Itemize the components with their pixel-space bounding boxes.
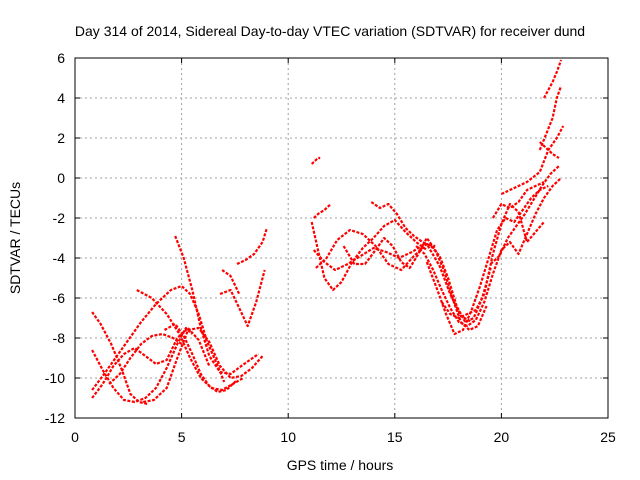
plot-frame bbox=[74, 57, 609, 419]
data-series-16 bbox=[312, 242, 436, 272]
chart-title: Day 314 of 2014, Sidereal Day-to-day VTE… bbox=[75, 23, 585, 39]
x-tick-label: 25 bbox=[600, 429, 616, 445]
data-series-7 bbox=[163, 322, 238, 394]
data-series-20 bbox=[415, 177, 562, 328]
data-series-23 bbox=[491, 181, 545, 219]
y-tick-label: 2 bbox=[57, 130, 65, 146]
x-tick-label: 5 bbox=[178, 429, 186, 445]
y-axis-label: SDTVAR / TECUs bbox=[7, 182, 23, 294]
y-tick-label: 0 bbox=[57, 170, 65, 186]
x-tick-label: 20 bbox=[494, 429, 510, 445]
x-tick-label: 10 bbox=[280, 429, 296, 445]
y-tick-label: 6 bbox=[57, 50, 65, 66]
data-series-14 bbox=[313, 203, 332, 219]
y-tick-label: -4 bbox=[53, 250, 66, 266]
data-series-28 bbox=[543, 59, 563, 99]
y-tick-label: -2 bbox=[53, 210, 66, 226]
data-series-6 bbox=[142, 326, 264, 404]
y-tick-label: -10 bbox=[45, 370, 65, 386]
y-tick-label: -6 bbox=[53, 290, 66, 306]
data-series-10 bbox=[219, 269, 266, 328]
data-series-17 bbox=[315, 228, 473, 323]
data-series-25 bbox=[500, 125, 565, 195]
data-series-18 bbox=[342, 236, 488, 332]
y-tick-label: 4 bbox=[57, 90, 65, 106]
data-series-2 bbox=[91, 284, 226, 391]
y-tick-label: -8 bbox=[53, 330, 66, 346]
x-axis: 0 5 10 15 20 25 bbox=[71, 58, 616, 445]
data-series-21 bbox=[425, 185, 549, 336]
data-series-13 bbox=[310, 156, 321, 165]
data-series-22 bbox=[440, 202, 545, 320]
series-group bbox=[91, 59, 565, 406]
data-series-8 bbox=[136, 289, 244, 392]
y-axis: -12 -10 -8 -6 -4 -2 0 2 4 6 bbox=[45, 50, 608, 426]
x-tick-label: 15 bbox=[387, 429, 403, 445]
data-series-11 bbox=[221, 269, 241, 295]
data-series-9 bbox=[174, 235, 260, 376]
data-series-1 bbox=[91, 311, 148, 406]
data-series-27 bbox=[538, 85, 563, 151]
data-series-15 bbox=[310, 218, 428, 292]
grid bbox=[75, 58, 608, 418]
data-series-19 bbox=[370, 201, 492, 324]
x-axis-label: GPS time / hours bbox=[287, 457, 394, 473]
y-tick-label: -12 bbox=[45, 410, 65, 426]
x-tick-label: 0 bbox=[71, 429, 79, 445]
data-series-24 bbox=[489, 165, 560, 265]
data-series-12 bbox=[236, 227, 268, 265]
